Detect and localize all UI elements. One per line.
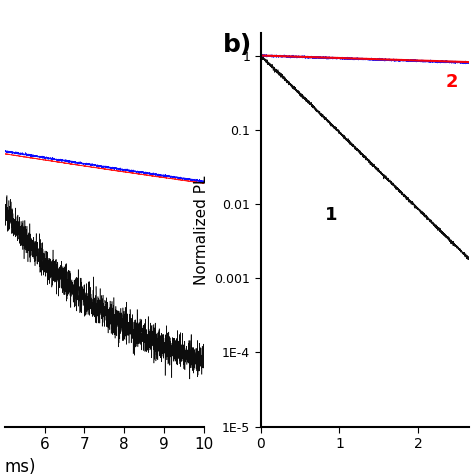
Y-axis label: Normalized PL: Normalized PL xyxy=(194,175,209,285)
Text: 1: 1 xyxy=(325,206,338,224)
Text: ms): ms) xyxy=(5,458,36,474)
Text: 2: 2 xyxy=(446,73,458,91)
Text: b): b) xyxy=(223,33,252,57)
